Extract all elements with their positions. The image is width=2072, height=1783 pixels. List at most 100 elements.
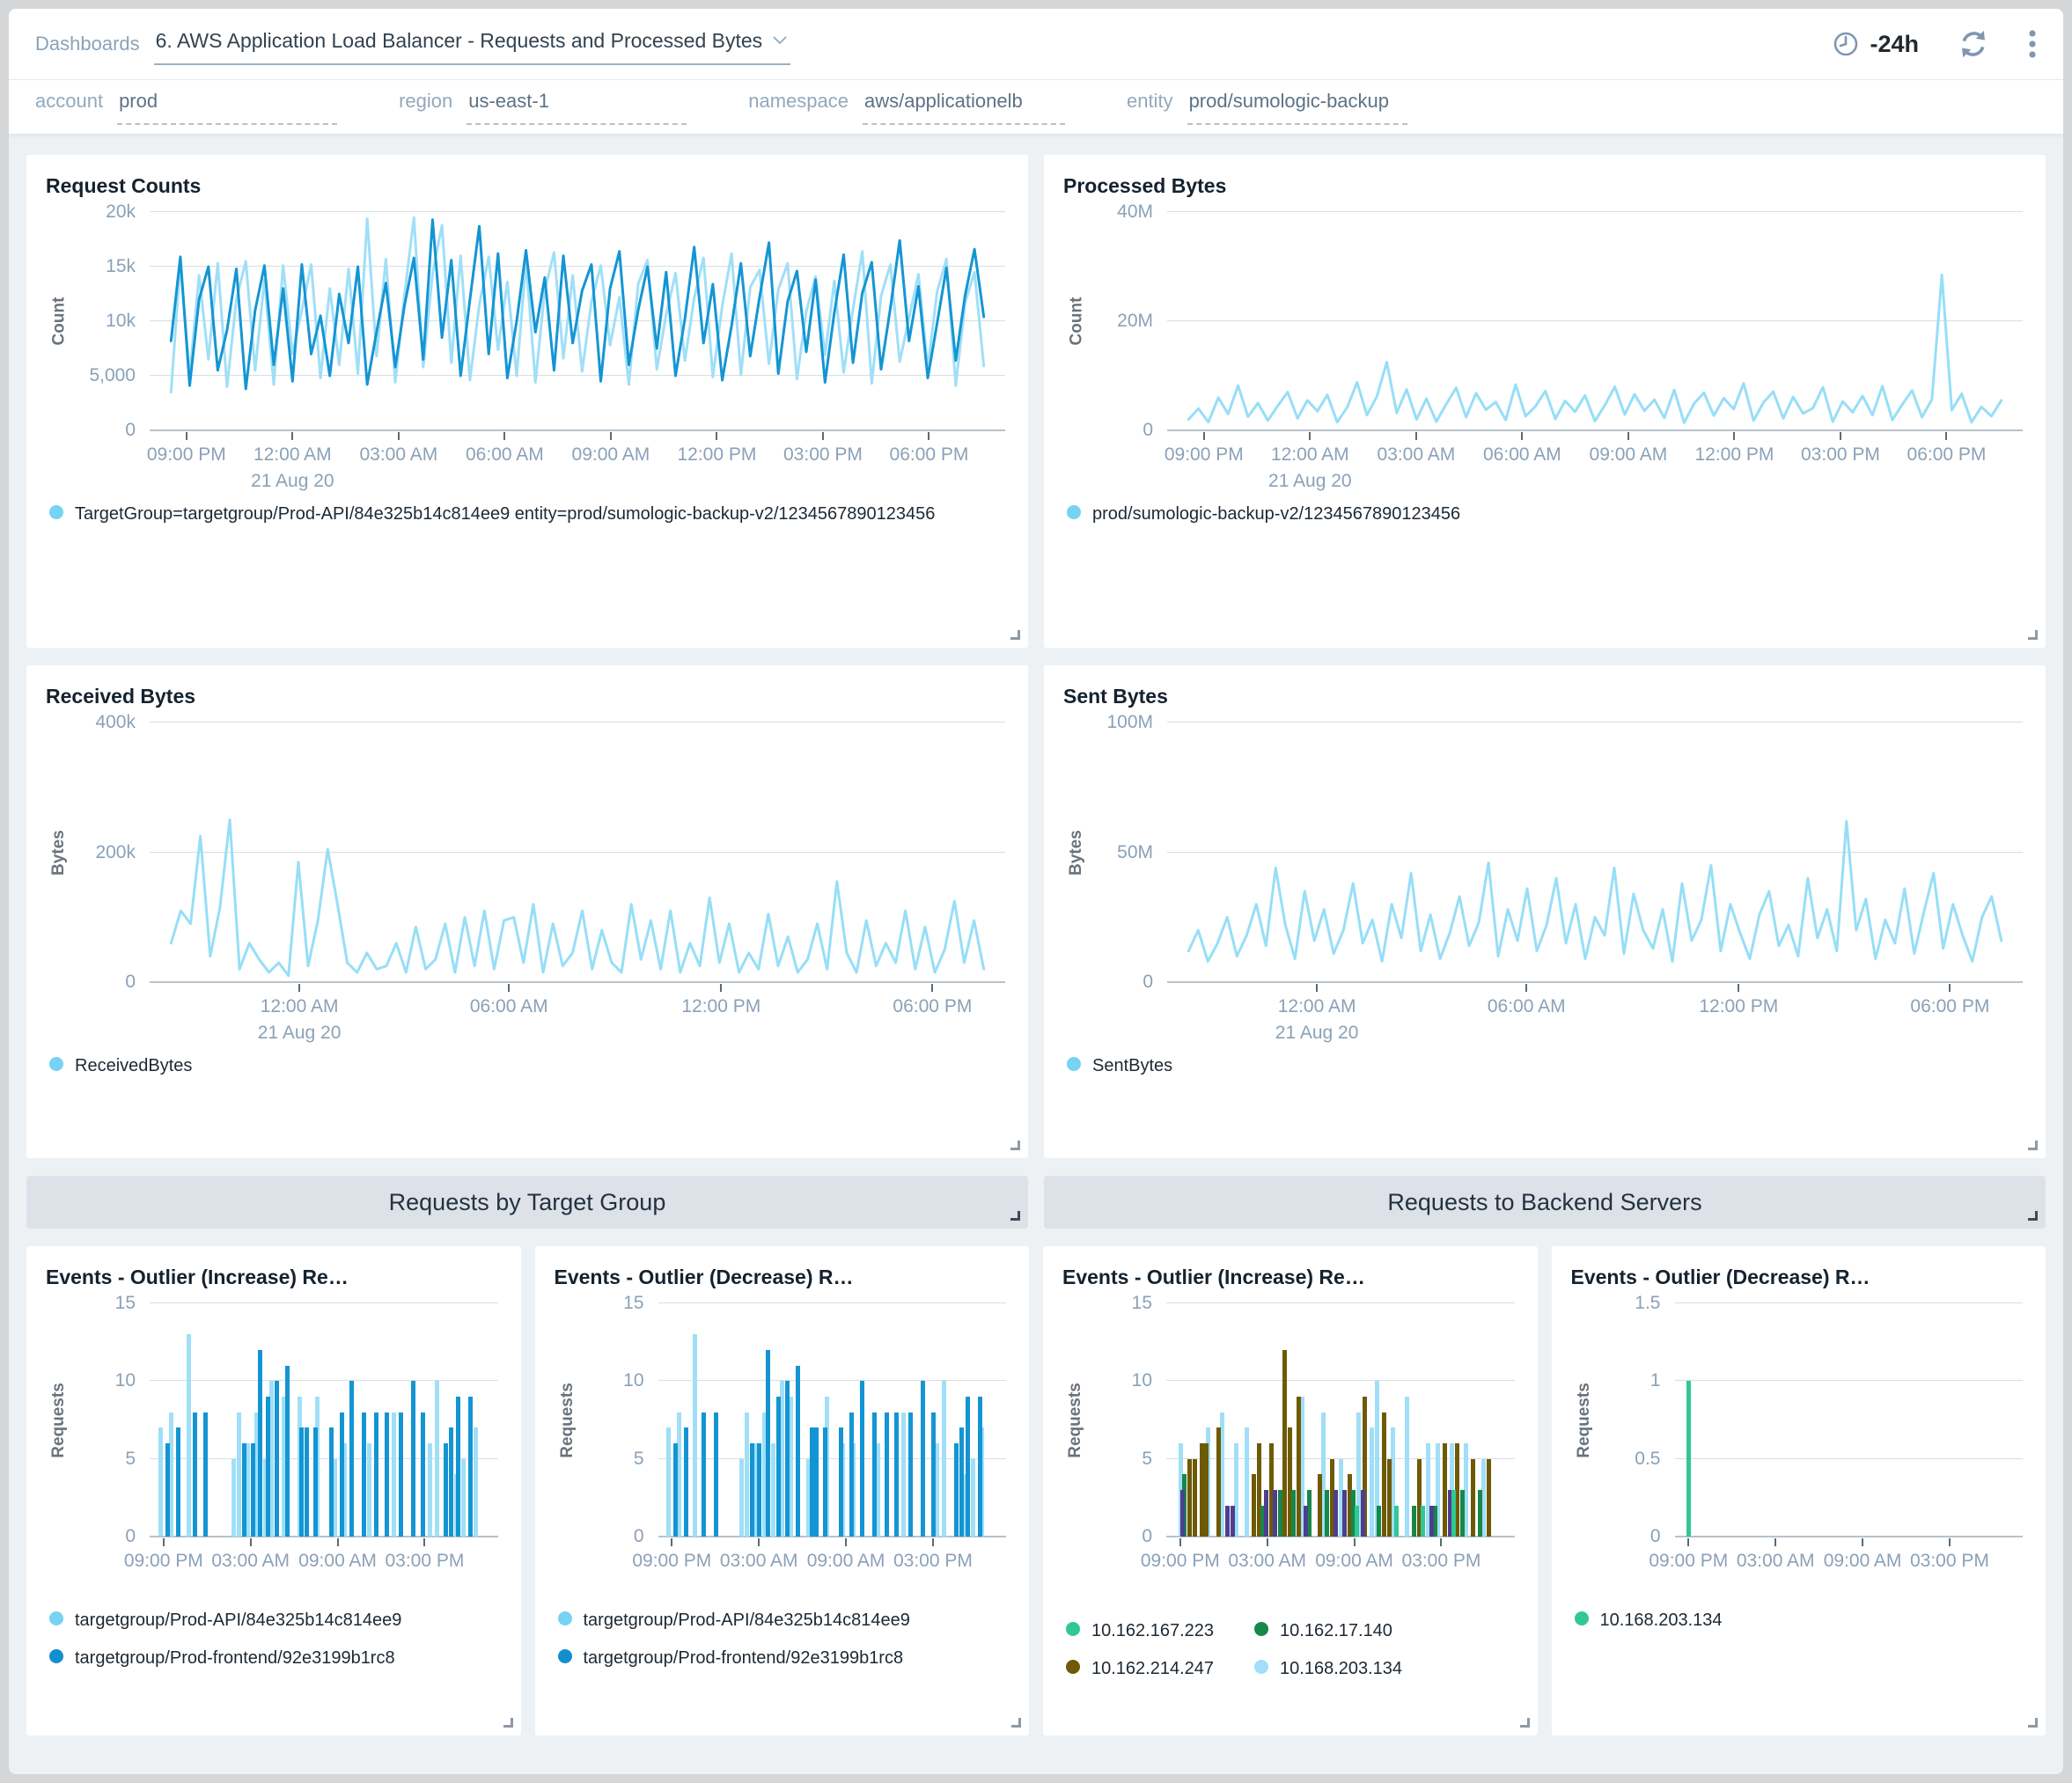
resize-handle-icon[interactable] [2028,1141,2038,1150]
bar [959,1427,964,1537]
x-tick-mark [423,1538,425,1546]
bar [942,1381,946,1537]
resize-handle-icon[interactable] [2028,1718,2038,1728]
filter-region-value[interactable]: us-east-1 [467,90,687,125]
request-counts-panel[interactable]: Request CountsCount20k15k10k5,000009:00 … [26,155,1028,648]
legend-dot-icon [1254,1660,1268,1674]
x-axis: 12:00 AM21 Aug 2006:00 AM12:00 PM06:00 P… [1167,982,2023,1040]
filter-namespace-value[interactable]: aws/applicationelb [863,90,1065,125]
filter-bar: account prod region us-east-1 namespace … [9,79,2063,134]
plot-area [150,723,1005,982]
x-axis: 09:00 PM03:00 AM09:00 AM03:00 PM [1675,1537,2024,1595]
x-tick-label: 12:00 AM [261,996,339,1017]
bar [275,1381,279,1537]
x-tick-label: 12:00 PM [1694,444,1774,466]
x-tick-mark [1945,432,1947,440]
bar [461,1459,466,1537]
bar [810,1427,814,1537]
x-tick-mark [503,432,505,440]
section-header-label: Requests by Target Group [389,1189,666,1216]
chart-area: Count40M20M009:00 PM12:00 AM21 Aug 2003:… [1063,212,2023,488]
y-axis-label: Bytes [46,723,72,982]
resize-handle-icon[interactable] [503,1718,513,1728]
events-outlier-decrease-targetgroup-panel[interactable]: Events - Outlier (Decrease) R…Requests15… [535,1246,1030,1735]
legend-item: ReceivedBytes [49,1053,1005,1080]
x-tick-mark [931,984,933,992]
bar [776,1397,781,1537]
dashboard-title-dropdown[interactable]: 6. AWS Application Load Balancer - Reque… [154,24,791,65]
bar [1342,1490,1347,1537]
refresh-button[interactable] [1958,28,1989,60]
x-axis: 12:00 AM21 Aug 2006:00 AM12:00 PM06:00 P… [150,982,1005,1040]
legend: targetgroup/Prod-API/84e325b14c814ee9tar… [49,1607,498,1672]
x-tick-label: 09:00 PM [1649,1551,1728,1572]
refresh-icon [1958,28,1989,60]
filter-account-value[interactable]: prod [117,90,337,125]
x-tick-mark [337,1538,339,1546]
x-tick-label: 06:00 PM [1907,444,1987,466]
x-tick-mark [1521,432,1523,440]
bar [399,1412,403,1537]
time-range-control[interactable]: -24h [1833,31,1919,58]
x-tick-mark [1862,1538,1863,1546]
panel-title: Request Counts [46,174,1005,198]
legend-item: 10.162.214.247 [1066,1655,1214,1683]
resize-handle-icon[interactable] [1010,1141,1020,1150]
bar [193,1412,197,1537]
x-date-label: 21 Aug 20 [258,1023,342,1044]
sent-bytes-panel[interactable]: Sent BytesBytes100M50M012:00 AM21 Aug 20… [1044,665,2046,1158]
x-tick-label: 09:00 PM [1141,1551,1220,1572]
x-tick-mark [1774,1538,1776,1546]
x-tick-mark [1525,984,1527,992]
resize-handle-icon[interactable] [2028,1211,2038,1221]
resize-handle-icon[interactable] [1010,1211,1020,1221]
processed-bytes-panel[interactable]: Processed BytesCount40M20M009:00 PM12:00… [1044,155,2046,648]
bar [745,1412,749,1537]
line-series [1167,723,2023,982]
resize-handle-icon[interactable] [2028,630,2038,640]
events-outlier-decrease-backend-panel[interactable]: Events - Outlier (Decrease) R…Requests1.… [1552,1246,2046,1735]
x-tick-label: 03:00 AM [359,444,437,466]
legend-dot-icon [558,1611,572,1625]
bar [411,1381,415,1537]
chart-area: Requests1.510.5009:00 PM03:00 AM09:00 AM… [1571,1303,2024,1595]
x-tick-mark [1179,1538,1181,1546]
bar [313,1427,318,1537]
bar [954,1443,959,1537]
legend-item: 10.162.17.140 [1254,1618,1402,1645]
bar [1180,1490,1185,1537]
bar [285,1366,290,1537]
x-tick-label: 03:00 AM [1737,1551,1815,1572]
x-tick-mark [610,432,612,440]
x-axis: 09:00 PM03:00 AM09:00 AM03:00 PM [150,1537,498,1595]
legend-item: targetgroup/Prod-API/84e325b14c814ee9 [49,1607,498,1634]
events-outlier-increase-backend-panel[interactable]: Events - Outlier (Increase) Re…Requests1… [1043,1246,1538,1735]
resize-handle-icon[interactable] [1520,1718,1530,1728]
bar [1252,1474,1256,1537]
events-outlier-increase-targetgroup-panel[interactable]: Events - Outlier (Increase) Re…Requests1… [26,1246,521,1735]
bar [666,1427,671,1537]
x-axis: 09:00 PM12:00 AM21 Aug 2003:00 AM06:00 A… [1167,430,2023,488]
breadcrumb[interactable]: Dashboards [35,33,140,55]
panel-row-4: Events - Outlier (Increase) Re…Requests1… [26,1246,2046,1735]
resize-handle-icon[interactable] [1011,1718,1021,1728]
x-tick-mark [1415,432,1417,440]
x-tick-label: 03:00 PM [893,1551,973,1572]
bar [1200,1443,1204,1537]
more-options-button[interactable] [2028,29,2037,59]
time-range-label: -24h [1870,31,1919,58]
bar [1291,1490,1296,1537]
bar [444,1443,448,1537]
x-tick-label: 12:00 PM [677,444,756,466]
bar [750,1443,754,1537]
resize-handle-icon[interactable] [1010,630,1020,640]
bar [1325,1490,1329,1537]
filter-entity-value[interactable]: prod/sumologic-backup [1187,90,1407,125]
x-tick-label: 03:00 AM [1228,1551,1306,1572]
bar [673,1443,678,1537]
gridline [658,1302,1007,1303]
plot-area [1167,212,2023,430]
received-bytes-panel[interactable]: Received BytesBytes400k200k012:00 AM21 A… [26,665,1028,1158]
legend: targetgroup/Prod-API/84e325b14c814ee9tar… [558,1607,1007,1672]
bar [1297,1397,1301,1537]
